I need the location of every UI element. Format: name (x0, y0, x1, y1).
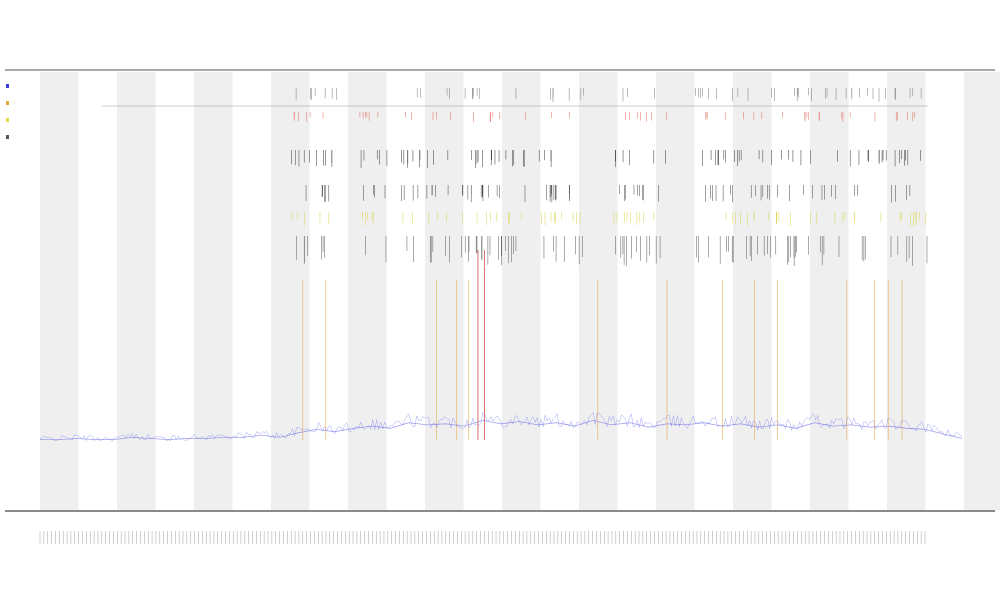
legend-swatch (6, 84, 9, 88)
legend-swatch (6, 101, 9, 105)
background-band (656, 72, 695, 510)
legend (6, 84, 9, 139)
series-line (40, 419, 963, 441)
legend-swatch (6, 135, 9, 139)
background-band (579, 72, 618, 510)
background-band (117, 72, 156, 510)
background-band (348, 72, 387, 510)
legend-swatch (6, 118, 9, 122)
x-tick-labels (39, 531, 926, 544)
spike-lines (302, 250, 903, 440)
background-band (887, 72, 926, 510)
background-band (271, 72, 310, 510)
background-band (733, 72, 772, 510)
background-band (425, 72, 464, 510)
background-bands (40, 72, 1000, 510)
background-band (810, 72, 849, 510)
background-band (502, 72, 541, 510)
series-layer (39, 411, 963, 442)
background-band (40, 72, 79, 510)
background-band (194, 72, 233, 510)
series-noise-line (39, 411, 963, 442)
background-band (964, 72, 1000, 510)
event-rows (291, 88, 928, 266)
